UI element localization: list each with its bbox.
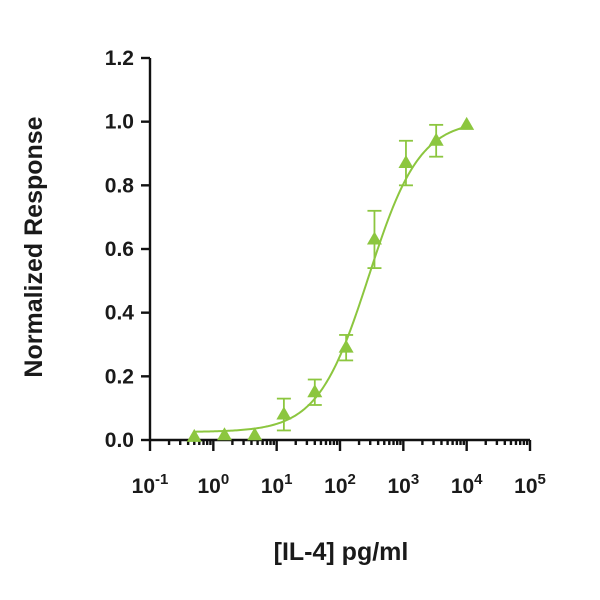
data-point-marker xyxy=(428,132,444,146)
data-point-marker xyxy=(459,116,475,130)
x-tick-label: 105 xyxy=(514,471,546,498)
fit-curve xyxy=(194,125,467,433)
x-axis-ticks: 10-1 100 101 102 103 104 105 xyxy=(132,440,546,498)
data-point-marker xyxy=(366,231,382,245)
y-tick-label: 0.8 xyxy=(105,174,135,197)
data-markers xyxy=(186,116,475,442)
error-bars xyxy=(276,123,444,432)
x-axis-title: [IL-4] pg/ml xyxy=(274,538,409,566)
y-axis-title: Normalized Response xyxy=(20,116,48,377)
data-point-marker xyxy=(276,406,292,420)
data-point-marker xyxy=(398,155,414,169)
x-tick-label: 100 xyxy=(197,471,229,498)
data-point-marker xyxy=(247,427,263,441)
x-tick-label: 103 xyxy=(387,471,419,498)
y-tick-label: 0.4 xyxy=(105,302,135,325)
data-point-marker xyxy=(338,339,354,353)
x-tick-label: 104 xyxy=(451,471,483,498)
y-axis-ticks: 0.0 0.2 0.4 0.6 0.8 1.0 1.2 xyxy=(105,47,150,452)
data-point-marker xyxy=(186,428,202,442)
data-point-marker xyxy=(307,384,323,398)
x-tick-label: 101 xyxy=(261,471,293,498)
x-tick-label: 10-1 xyxy=(132,471,169,498)
y-tick-label: 1.0 xyxy=(105,111,134,134)
data-point-marker xyxy=(216,427,232,441)
y-tick-label: 0.6 xyxy=(105,238,134,261)
y-tick-label: 0.2 xyxy=(105,365,134,388)
x-tick-label: 102 xyxy=(324,471,356,498)
y-tick-label: 0.0 xyxy=(105,429,134,452)
y-tick-label: 1.2 xyxy=(105,47,134,70)
